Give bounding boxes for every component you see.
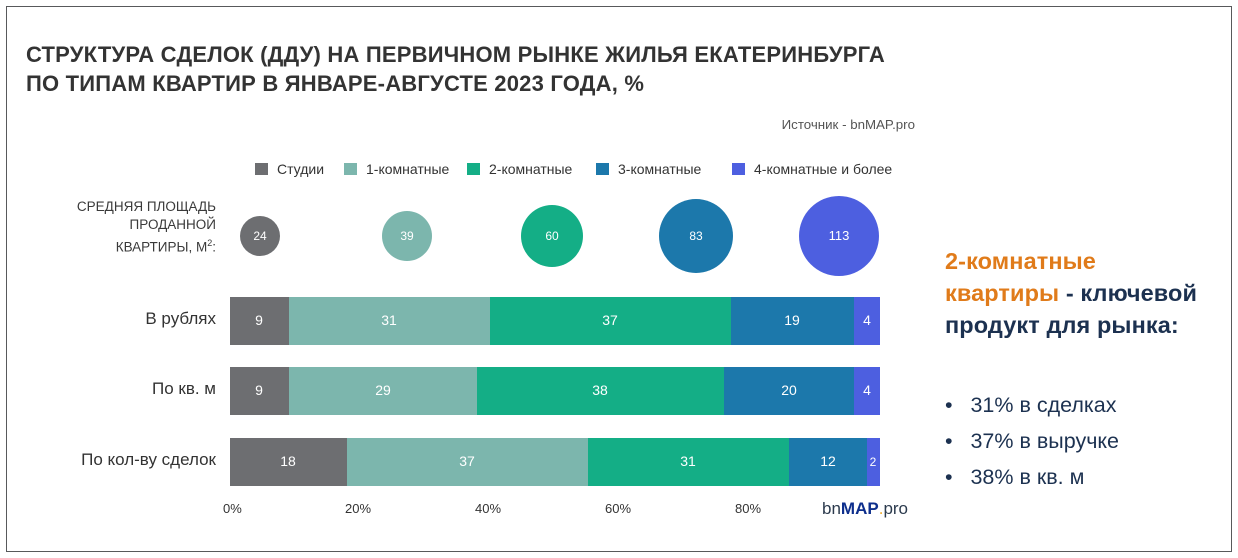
svg-text:31: 31 — [680, 453, 696, 469]
svg-text:9: 9 — [255, 382, 263, 398]
svg-text:31: 31 — [381, 312, 397, 328]
svg-text:37: 37 — [602, 312, 618, 328]
svg-text:4: 4 — [863, 312, 871, 328]
svg-text:2: 2 — [870, 455, 877, 469]
svg-text:9: 9 — [255, 312, 263, 328]
svg-text:37: 37 — [459, 453, 475, 469]
svg-text:20: 20 — [781, 382, 797, 398]
svg-text:38: 38 — [592, 382, 608, 398]
svg-text:29: 29 — [375, 382, 391, 398]
svg-text:4: 4 — [863, 382, 871, 398]
svg-text:19: 19 — [784, 312, 800, 328]
svg-text:18: 18 — [280, 453, 296, 469]
svg-text:12: 12 — [820, 453, 836, 469]
